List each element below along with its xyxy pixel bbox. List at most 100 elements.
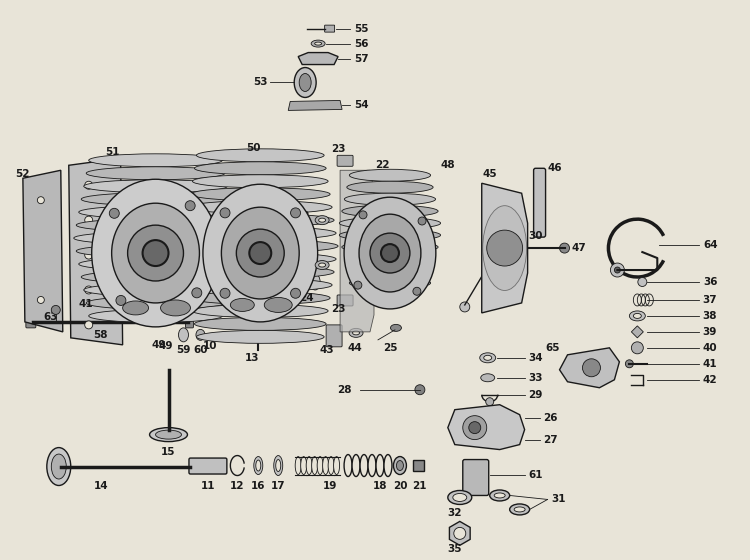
Ellipse shape [633, 314, 641, 319]
FancyBboxPatch shape [463, 460, 489, 496]
Ellipse shape [76, 218, 235, 232]
Circle shape [220, 208, 230, 218]
Ellipse shape [196, 330, 324, 343]
Ellipse shape [339, 217, 440, 229]
Ellipse shape [453, 493, 466, 501]
Ellipse shape [193, 175, 328, 188]
Text: 34: 34 [529, 353, 543, 363]
Ellipse shape [221, 207, 299, 299]
Circle shape [499, 230, 511, 242]
Text: 31: 31 [551, 494, 566, 505]
Ellipse shape [342, 241, 438, 253]
Ellipse shape [350, 169, 430, 181]
Text: 26: 26 [544, 413, 558, 423]
Text: 42: 42 [702, 375, 717, 385]
Circle shape [632, 342, 644, 354]
Ellipse shape [322, 456, 328, 474]
Ellipse shape [203, 184, 318, 322]
Circle shape [454, 528, 466, 539]
Text: 38: 38 [702, 311, 717, 321]
Ellipse shape [319, 218, 326, 222]
Circle shape [254, 274, 262, 282]
Ellipse shape [334, 456, 340, 474]
Circle shape [626, 360, 633, 368]
Text: 11: 11 [201, 482, 216, 492]
Ellipse shape [352, 331, 359, 335]
Text: 16: 16 [251, 482, 266, 492]
Circle shape [236, 229, 284, 277]
Ellipse shape [184, 253, 336, 265]
Text: 41: 41 [79, 299, 93, 309]
Circle shape [460, 302, 470, 312]
Ellipse shape [319, 263, 326, 267]
Circle shape [610, 263, 625, 277]
FancyBboxPatch shape [189, 458, 226, 474]
Text: 47: 47 [572, 243, 586, 253]
Ellipse shape [254, 456, 262, 474]
Ellipse shape [397, 460, 404, 470]
Ellipse shape [184, 227, 336, 240]
Circle shape [486, 398, 494, 405]
Circle shape [85, 251, 93, 259]
Ellipse shape [256, 460, 261, 471]
Circle shape [51, 305, 60, 314]
Ellipse shape [311, 40, 325, 47]
Text: 50: 50 [246, 143, 260, 153]
Text: 59: 59 [176, 345, 190, 355]
Circle shape [128, 225, 184, 281]
Circle shape [116, 296, 126, 305]
Circle shape [463, 416, 487, 440]
Text: 18: 18 [373, 482, 387, 492]
Text: 13: 13 [245, 353, 260, 363]
Ellipse shape [359, 214, 421, 292]
Ellipse shape [299, 73, 311, 91]
Text: 49: 49 [152, 340, 166, 350]
Ellipse shape [315, 216, 329, 225]
Ellipse shape [514, 507, 525, 512]
Ellipse shape [317, 456, 323, 474]
Circle shape [614, 267, 620, 273]
Ellipse shape [86, 167, 225, 180]
Text: 48: 48 [440, 160, 455, 170]
Text: 55: 55 [354, 24, 368, 34]
Text: 33: 33 [529, 373, 543, 382]
Ellipse shape [81, 270, 230, 283]
Ellipse shape [188, 200, 332, 214]
Ellipse shape [352, 455, 360, 477]
Ellipse shape [84, 283, 227, 296]
Ellipse shape [296, 456, 302, 474]
Text: 41: 41 [702, 359, 717, 369]
Circle shape [487, 230, 523, 266]
Text: 22: 22 [375, 160, 389, 170]
Text: 57: 57 [354, 54, 369, 63]
Ellipse shape [92, 179, 220, 327]
Ellipse shape [230, 298, 254, 311]
Ellipse shape [483, 206, 526, 291]
Ellipse shape [315, 260, 329, 269]
Text: 28: 28 [338, 385, 352, 395]
Ellipse shape [344, 193, 436, 205]
Polygon shape [632, 326, 644, 338]
Circle shape [359, 211, 367, 219]
Ellipse shape [190, 188, 330, 200]
Ellipse shape [276, 460, 280, 472]
Ellipse shape [193, 305, 328, 318]
Text: 58: 58 [94, 330, 108, 340]
Ellipse shape [155, 430, 182, 439]
Circle shape [85, 181, 93, 189]
FancyBboxPatch shape [533, 168, 545, 237]
Polygon shape [69, 158, 123, 345]
Ellipse shape [264, 297, 292, 312]
Ellipse shape [187, 265, 334, 278]
Text: 62: 62 [296, 256, 310, 266]
Text: 53: 53 [253, 77, 267, 87]
Text: 64: 64 [704, 240, 718, 250]
Ellipse shape [79, 206, 232, 218]
Polygon shape [298, 53, 338, 64]
Text: 12: 12 [230, 482, 244, 492]
Text: 40: 40 [702, 343, 717, 353]
Ellipse shape [346, 181, 433, 193]
Ellipse shape [481, 374, 495, 382]
Ellipse shape [274, 456, 283, 475]
Ellipse shape [490, 490, 510, 501]
